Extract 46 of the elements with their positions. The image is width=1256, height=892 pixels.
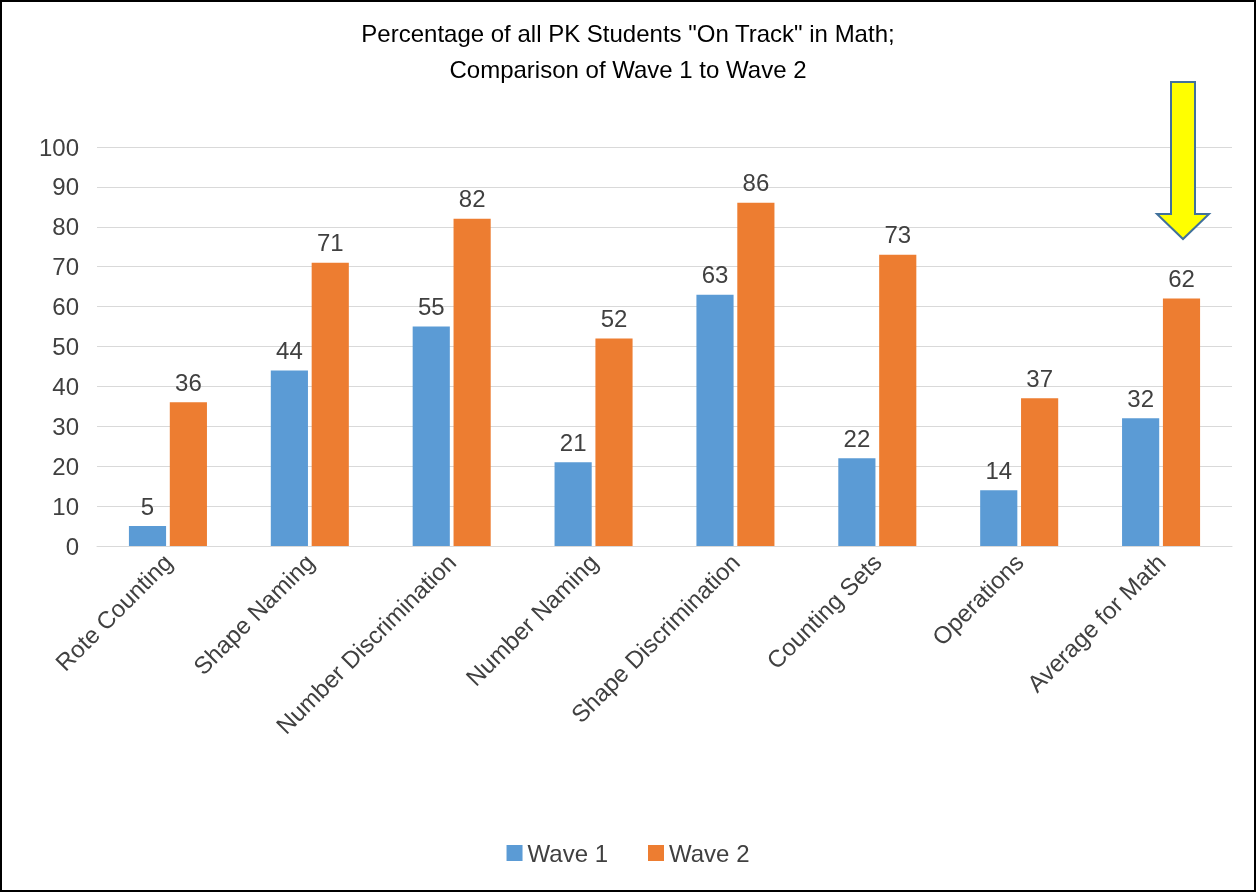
- bar: [879, 254, 917, 546]
- data-label: 73: [884, 221, 912, 249]
- y-tick-label: 50: [52, 333, 79, 360]
- bar: [128, 526, 167, 546]
- y-tick-label: 40: [52, 372, 79, 400]
- y-tick-label: 80: [52, 213, 79, 241]
- bar: [1021, 398, 1059, 546]
- data-label: 71: [316, 229, 344, 257]
- y-tick-label: 100: [38, 133, 79, 161]
- y-tick-label: 0: [65, 532, 79, 560]
- data-label: 44: [276, 336, 303, 364]
- bar: [311, 262, 349, 546]
- legend-label: Wave 1: [527, 839, 609, 867]
- bar: [980, 490, 1018, 546]
- data-label: 32: [1127, 384, 1154, 412]
- bar: [1122, 418, 1160, 546]
- y-tick-label: 90: [52, 173, 79, 201]
- data-label: 36: [175, 368, 202, 396]
- data-label: 21: [559, 428, 587, 456]
- chart-title: Percentage of all PK Students "On Track" in Math; Comparison of Wave 1 to Wave 2: [361, 19, 895, 83]
- bar: [453, 218, 491, 546]
- bar: [1162, 298, 1201, 546]
- data-label: 37: [1026, 364, 1053, 392]
- data-label: 55: [417, 293, 445, 321]
- y-tick-label: 70: [52, 253, 79, 281]
- bar: [838, 458, 876, 546]
- data-label: 52: [600, 305, 628, 333]
- y-tick-label: 10: [52, 492, 79, 520]
- bar: [169, 402, 207, 546]
- bar: [737, 202, 775, 546]
- y-tick-label: 20: [52, 452, 79, 480]
- y-tick-label: 60: [52, 293, 79, 321]
- bar: [412, 326, 450, 546]
- data-label: 86: [742, 169, 770, 197]
- data-label: 63: [701, 261, 729, 289]
- data-label: 14: [985, 456, 1013, 484]
- legend-label: Wave 2: [669, 839, 750, 867]
- data-label: 62: [1168, 265, 1195, 293]
- y-tick-label: 30: [52, 412, 79, 440]
- bar: [270, 370, 308, 546]
- bar: [595, 338, 633, 546]
- bar: [696, 294, 734, 546]
- bar: [554, 462, 592, 546]
- data-label: 22: [843, 424, 871, 452]
- data-label: 82: [458, 185, 486, 213]
- data-label: 5: [140, 492, 155, 520]
